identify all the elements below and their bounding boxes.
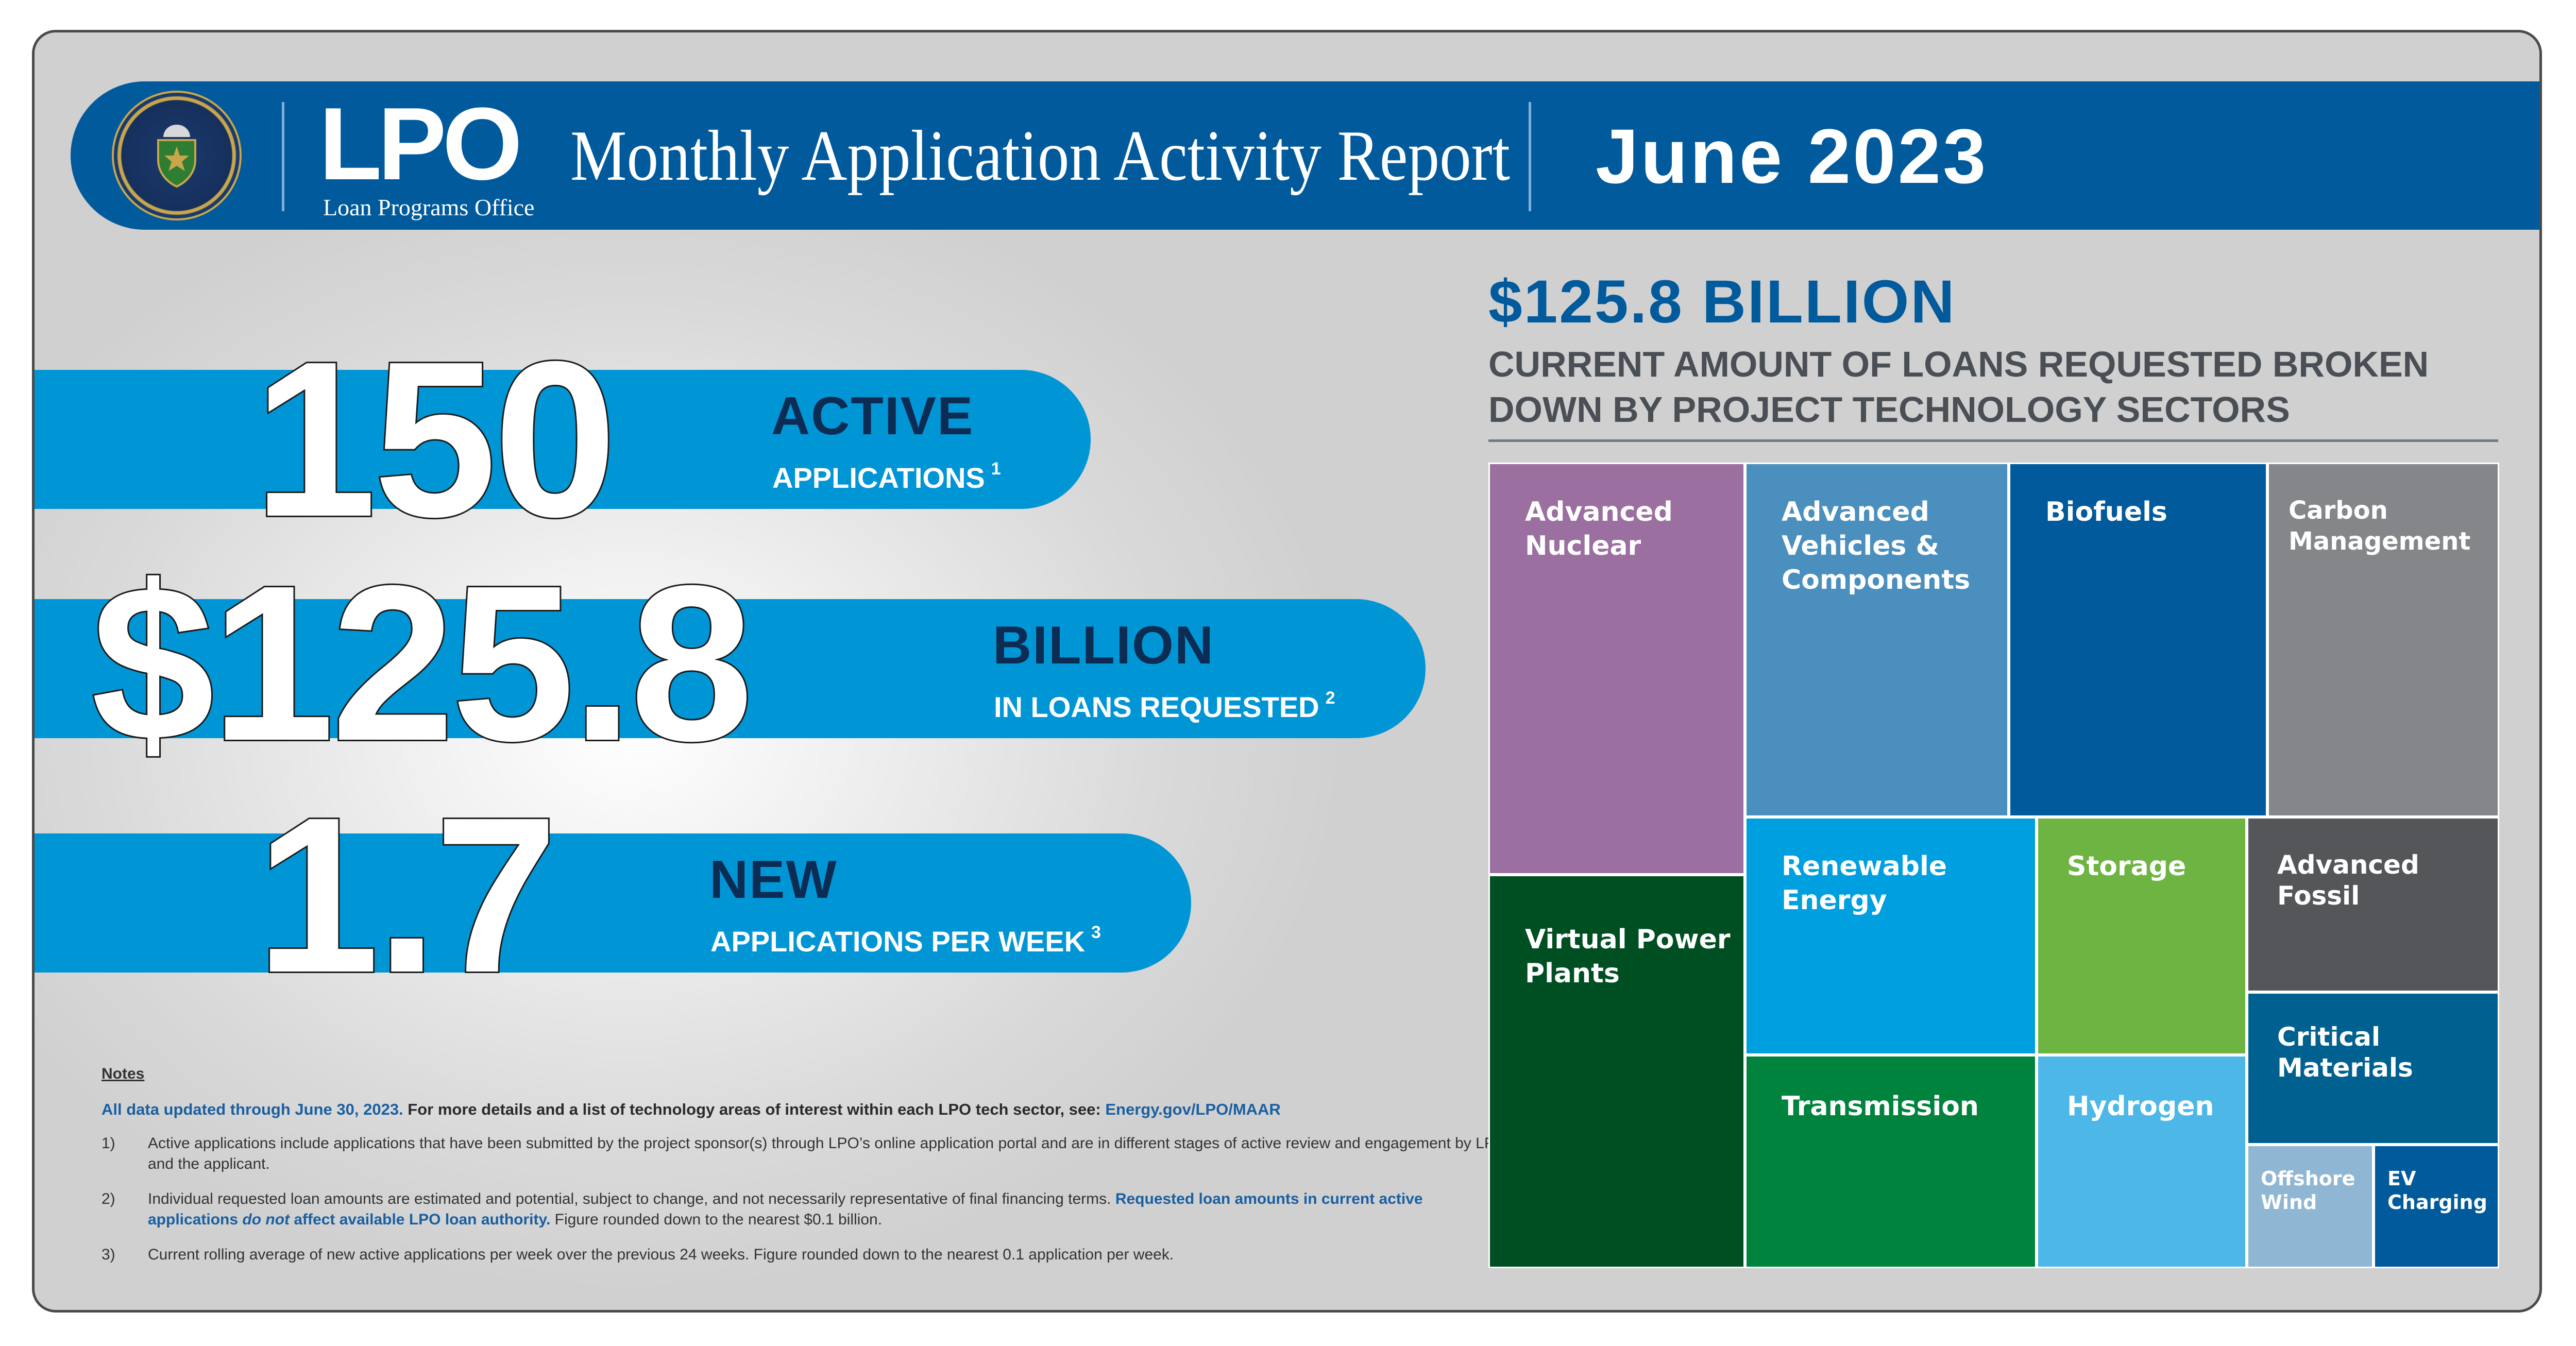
stat-sub-new: APPLICATIONS PER WEEK 3 — [710, 923, 1101, 958]
stat-value-billion: $125.8 — [90, 540, 755, 787]
note-item: 3) Current rolling average of new active… — [101, 1246, 1174, 1263]
note-item: 1) Active applications include applicati… — [101, 1135, 1507, 1172]
tile-storage: Storage — [2037, 817, 2247, 1055]
breakdown-description: CURRENT AMOUNT OF LOANS REQUESTED BROKEN… — [1488, 344, 2429, 430]
maar-link[interactable]: Energy.gov/LPO/MAAR — [1105, 1100, 1281, 1118]
stat-sub-billion: IN LOANS REQUESTED 2 — [994, 688, 1335, 723]
header-divider-left — [282, 102, 284, 211]
tile-advanced-vehicles: Advanced Vehicles & Components — [1745, 463, 2009, 817]
doe-seal — [112, 91, 242, 220]
tile-advanced-fossil: Advanced Fossil — [2247, 817, 2499, 992]
sector-treemap: Advanced Nuclear Advanced Vehicles & Com… — [1488, 463, 2499, 1268]
stat-pill-active — [35, 370, 1091, 509]
note-item: 2) Individual requested loan amounts are… — [101, 1190, 1423, 1228]
stat-sub-active: APPLICATIONS 1 — [772, 459, 1001, 494]
tile-offshore-wind: Offshore Wind — [2247, 1145, 2374, 1268]
notes-title: Notes — [101, 1065, 145, 1082]
notes-intro: All data updated through June 30, 2023. … — [101, 1100, 1281, 1118]
report-date: June 2023 — [1596, 113, 1988, 199]
notes-section: Notes All data updated through June 30, … — [101, 1065, 1513, 1265]
report-card: LPO Loan Programs Office Monthly Applica… — [32, 30, 2542, 1313]
tile-carbon-management: Carbon Management — [2267, 463, 2499, 817]
lpo-logo-mark: LPO — [319, 87, 522, 201]
tile-critical-materials: Critical Materials — [2247, 992, 2499, 1145]
stat-word-active: ACTIVE — [771, 386, 974, 446]
header-divider-right — [1529, 102, 1531, 211]
tile-biofuels: Biofuels — [2009, 463, 2267, 817]
lpo-logo-subtitle: Loan Programs Office — [323, 194, 535, 220]
breakdown-amount: $125.8 BILLION — [1488, 268, 1956, 336]
stat-word-billion: BILLION — [993, 616, 1214, 675]
tile-ev-charging: EV Charging — [2374, 1145, 2499, 1268]
breakdown-underline — [1488, 439, 2498, 442]
header-band: LPO Loan Programs Office Monthly Applica… — [71, 81, 2539, 230]
eagle-shield-icon — [157, 125, 196, 188]
tile-advanced-nuclear: Advanced Nuclear — [1488, 463, 1745, 875]
stat-word-new: NEW — [709, 850, 838, 910]
report-title: Monthly Application Activity Report — [570, 116, 1510, 196]
stat-value-new: 1.7 — [255, 772, 560, 1019]
stat-value-active: 150 — [252, 316, 618, 563]
tile-transmission: Transmission — [1745, 1055, 2037, 1268]
tile-hydrogen: Hydrogen — [2037, 1055, 2247, 1268]
stat-pill-new — [35, 833, 1191, 973]
tile-virtual-power-plants: Virtual Power Plants — [1488, 875, 1745, 1268]
tile-renewable-energy: Renewable Energy — [1745, 817, 2037, 1055]
stat-pill-billion — [35, 599, 1426, 738]
